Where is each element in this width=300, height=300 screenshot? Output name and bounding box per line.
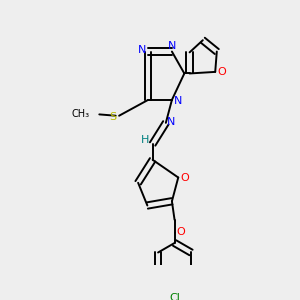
Text: CH₃: CH₃ (71, 109, 89, 118)
Text: N: N (173, 96, 182, 106)
Text: N: N (138, 45, 146, 55)
Text: O: O (176, 227, 185, 237)
Text: O: O (181, 172, 189, 182)
Text: N: N (167, 116, 175, 127)
Text: Cl: Cl (169, 292, 180, 300)
Text: O: O (218, 67, 226, 77)
Text: H: H (140, 135, 149, 145)
Text: N: N (168, 41, 176, 51)
Text: S: S (110, 112, 117, 122)
